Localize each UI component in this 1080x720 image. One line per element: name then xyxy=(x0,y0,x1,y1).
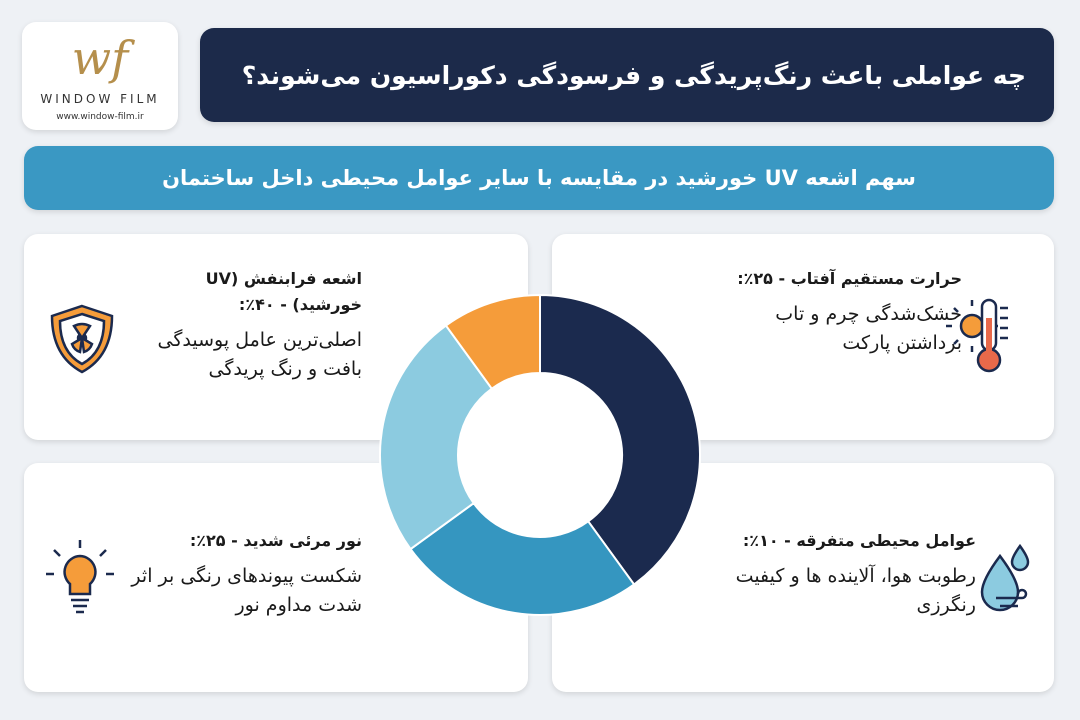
shield-icon xyxy=(50,304,114,374)
logo-mark: wf xyxy=(71,31,129,85)
card-text: اشعه فرابنفش (UV خورشید) - ۴۰٪: اصلی‌تری… xyxy=(132,266,362,384)
subtitle: سهم اشعه UV خورشید در مقایسه با سایر عوا… xyxy=(162,166,916,190)
logo-url: www.window-film.ir xyxy=(56,112,144,122)
card-heading: عوامل محیطی متفرقه - ۱۰٪: xyxy=(742,531,976,550)
heat-icon xyxy=(946,298,1008,373)
donut-hole xyxy=(458,373,622,537)
card-heading: حرارت مستقیم آفتاب - ۲۵٪: xyxy=(737,269,962,288)
card-description: رطوبت هوا، آلاینده ها و کیفیت رنگرزی xyxy=(735,565,976,616)
card-text: نور مرئی شدید - ۲۵٪: شکست پیوندهای رنگی … xyxy=(122,528,362,620)
card-heading: نور مرئی شدید - ۲۵٪: xyxy=(189,531,362,550)
humidity-icon xyxy=(980,543,1030,612)
card-heading: اشعه فرابنفش (UV خورشید) - ۴۰٪: xyxy=(205,269,362,314)
card-description: شکست پیوندهای رنگی بر اثر شدت مداوم نور xyxy=(131,565,362,616)
card-text: عوامل محیطی متفرقه - ۱۰٪: رطوبت هوا، آلا… xyxy=(716,528,976,620)
bulb-icon xyxy=(46,540,114,614)
card-text: حرارت مستقیم آفتاب - ۲۵٪: خشک‌شدگی چرم و… xyxy=(722,266,962,358)
card-description: اصلی‌ترین عامل پوسیدگی بافت و رنگ پریدگی xyxy=(157,329,362,380)
logo: wf WINDOW FILM www.window-film.ir xyxy=(22,22,178,130)
card-description: خشک‌شدگی چرم و تاب برداشتن پارکت xyxy=(775,303,962,354)
logo-name: WINDOW FILM xyxy=(40,92,160,106)
title-bar: چه عواملی باعث رنگ‌پریدگی و فرسودگی دکور… xyxy=(200,28,1054,122)
subtitle-bar: سهم اشعه UV خورشید در مقایسه با سایر عوا… xyxy=(24,146,1054,210)
title: چه عواملی باعث رنگ‌پریدگی و فرسودگی دکور… xyxy=(241,60,1026,90)
